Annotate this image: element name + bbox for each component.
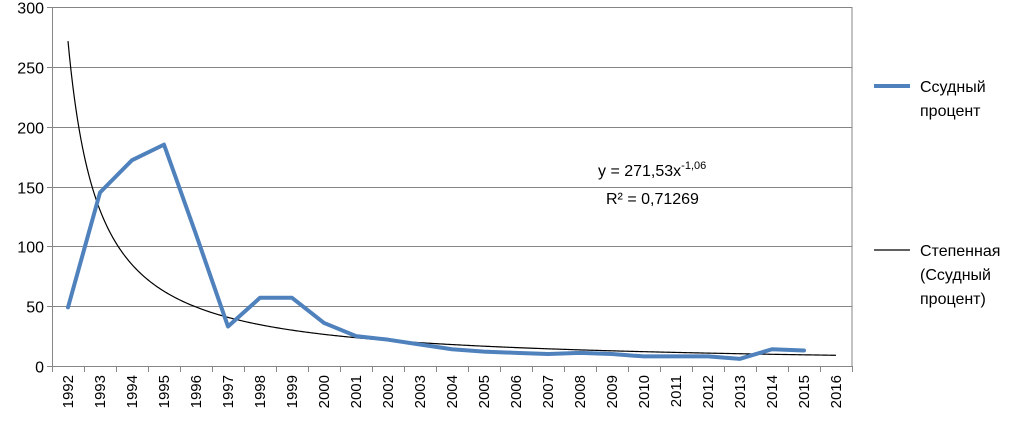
x-tick-label: 1999 bbox=[284, 375, 301, 408]
y-tick-label: 100 bbox=[17, 240, 44, 257]
x-tick-label: 2014 bbox=[764, 375, 781, 408]
trendline-equation-base: y = 271,53x bbox=[598, 163, 681, 180]
x-tick-label: 2003 bbox=[412, 375, 429, 408]
trendline-power bbox=[67, 41, 837, 356]
y-tick-label: 250 bbox=[17, 61, 44, 78]
x-tick-label: 1996 bbox=[188, 375, 205, 408]
x-tick-label: 2011 bbox=[668, 375, 685, 407]
x-tick-label: 2012 bbox=[700, 375, 717, 408]
legend-label-ssudny-procent: процент bbox=[920, 103, 981, 120]
y-tick-label: 150 bbox=[17, 181, 44, 198]
series-layer bbox=[66, 41, 837, 361]
x-tick-label: 2001 bbox=[348, 375, 365, 408]
trendline-equation-exponent: -1,06 bbox=[681, 160, 706, 172]
legend-label-trendline: Степенная bbox=[920, 243, 1000, 260]
x-tick-label: 2010 bbox=[636, 375, 653, 408]
series-line-ssudny-procent bbox=[66, 142, 806, 361]
x-tick-label: 2015 bbox=[796, 375, 813, 408]
legend-label-trendline: (Ссудный bbox=[920, 267, 991, 284]
legend-label-trendline: процент) bbox=[920, 291, 986, 308]
x-tick-label: 2000 bbox=[316, 375, 333, 408]
x-tick-label: 2016 bbox=[828, 375, 845, 408]
x-tick-label: 1992 bbox=[60, 375, 77, 408]
x-tick-label: 2002 bbox=[380, 375, 397, 408]
y-tick-label: 0 bbox=[35, 360, 44, 377]
y-tick-label: 300 bbox=[17, 1, 44, 18]
x-tick-label: 2013 bbox=[732, 375, 749, 408]
axis-layer: 0 50 100 150 200 250 300 1992 1993 1994 1995 1996 19… bbox=[17, 1, 853, 408]
x-tick-label: 2005 bbox=[476, 375, 493, 408]
trendline-r-squared: R² = 0,71269 bbox=[606, 191, 699, 208]
x-tick-label: 2007 bbox=[540, 375, 557, 408]
x-tick-label: 2009 bbox=[604, 375, 621, 408]
x-tick-label: 1994 bbox=[124, 375, 141, 408]
legend-label-ssudny-procent: Ссудный bbox=[920, 79, 986, 96]
y-tick-label: 50 bbox=[26, 300, 44, 317]
x-tick-label: 1995 bbox=[156, 375, 173, 408]
trendline-equation: y = 271,53x-1,06 bbox=[598, 160, 706, 180]
y-tick-label: 200 bbox=[17, 121, 44, 138]
x-tick-label: 2004 bbox=[444, 375, 461, 408]
x-tick-label: 2008 bbox=[572, 375, 589, 408]
legend: Ссудный процент Степенная (Ссудный процент) bbox=[874, 79, 1000, 308]
x-tick-label: 1993 bbox=[92, 375, 109, 408]
grid-layer bbox=[52, 7, 853, 366]
x-tick-label: 1998 bbox=[252, 375, 269, 408]
annotation-layer: y = 271,53x-1,06 R² = 0,71269 bbox=[598, 160, 706, 208]
x-tick-label: 1997 bbox=[220, 375, 237, 408]
x-tick-label: 2006 bbox=[508, 375, 525, 408]
